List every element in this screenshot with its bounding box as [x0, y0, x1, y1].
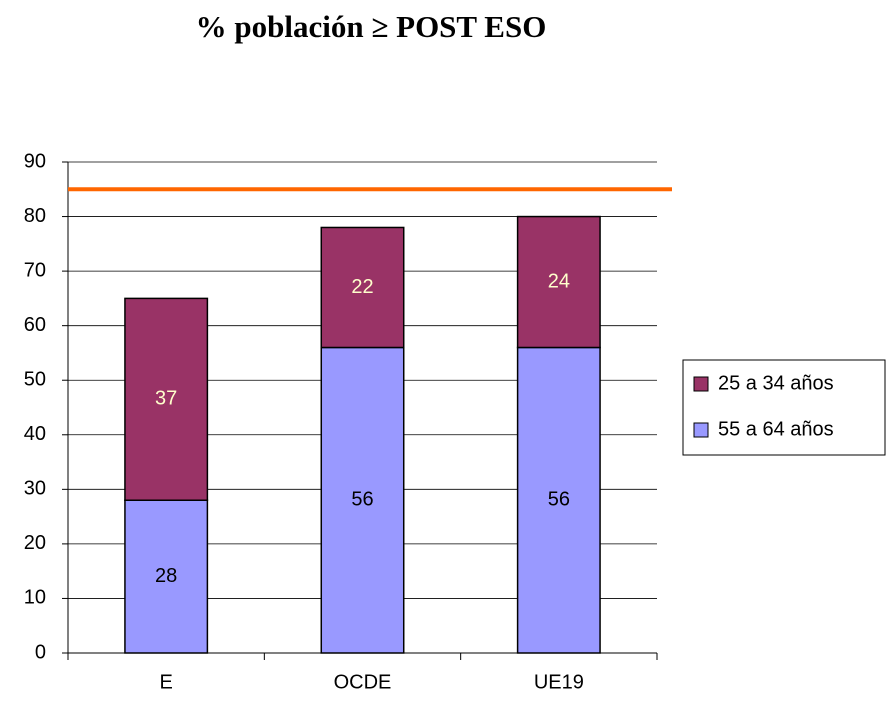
x-tick-label: UE19 [534, 671, 584, 693]
bar-segment [516, 346, 601, 654]
legend-label: 25 a 34 años [718, 372, 834, 394]
y-tick-label: 80 [24, 205, 46, 227]
legend-label: 55 a 64 años [718, 418, 834, 440]
y-tick-label: 30 [24, 478, 46, 500]
legend-swatch [693, 422, 709, 438]
y-tick-label: 70 [24, 259, 46, 281]
data-label: 22 [351, 276, 373, 298]
bar-segment [320, 226, 405, 349]
x-tick-label: OCDE [334, 671, 392, 693]
bar-segment [124, 499, 209, 654]
chart-title: % población ≥ POST ESO [196, 9, 547, 44]
y-tick-label: 0 [35, 641, 46, 663]
legend-box [682, 359, 886, 456]
bar-segment [320, 346, 405, 654]
y-tick-label: 60 [24, 314, 46, 336]
data-label: 24 [548, 270, 570, 292]
y-tick-label: 20 [24, 532, 46, 554]
data-label: 28 [155, 565, 177, 587]
y-tick-label: 40 [24, 423, 46, 445]
y-tick-label: 50 [24, 369, 46, 391]
data-label: 56 [548, 489, 570, 511]
y-tick-label: 10 [24, 587, 46, 609]
y-tick-label: 90 [24, 150, 46, 172]
data-label: 56 [351, 489, 373, 511]
data-label: 37 [155, 388, 177, 410]
legend-swatch [693, 376, 709, 392]
x-tick-label: E [159, 671, 172, 693]
bar-segment [124, 297, 209, 501]
bar-segment [516, 215, 601, 349]
